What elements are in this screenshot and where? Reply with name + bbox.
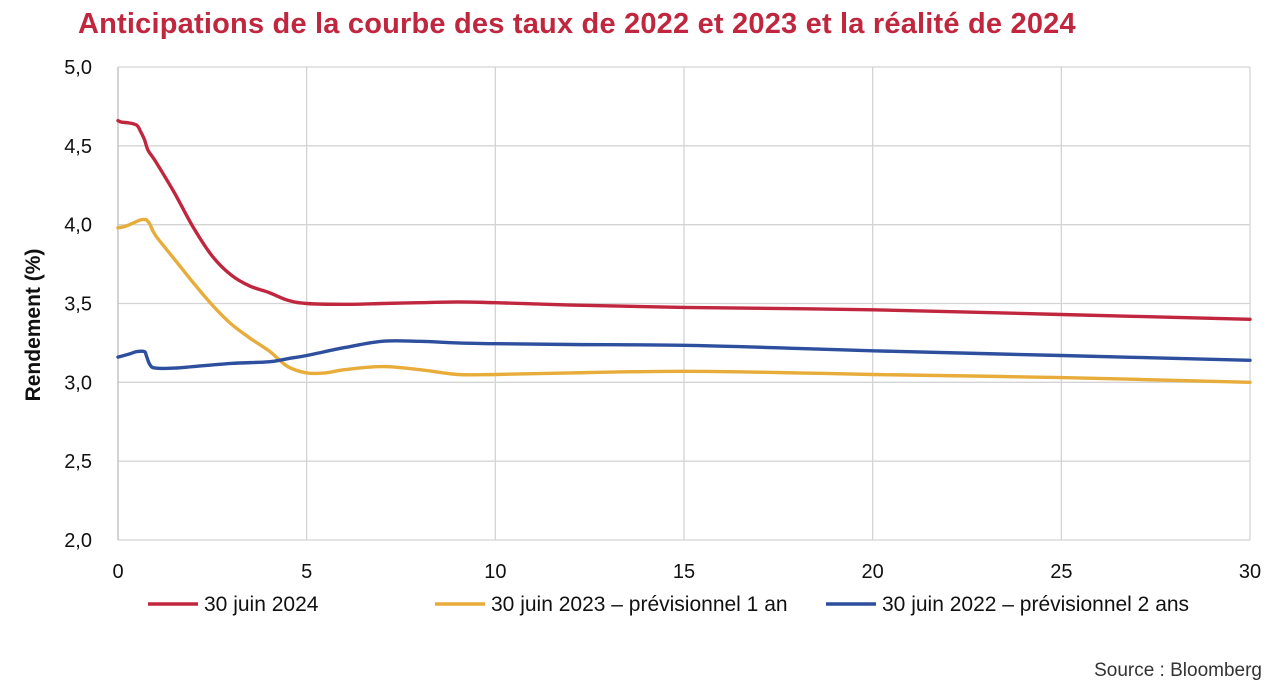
y-tick-label: 4,5 xyxy=(64,136,92,158)
y-tick-label: 4,0 xyxy=(64,215,92,237)
y-tick-label: 3,0 xyxy=(64,372,92,394)
source-note: Source : Bloomberg xyxy=(1094,660,1262,681)
y-tick-label: 3,5 xyxy=(64,294,92,316)
x-tick-label: 20 xyxy=(862,561,884,583)
legend-label: 30 juin 2022 – prévisionnel 2 ans xyxy=(882,593,1189,616)
legend-label: 30 juin 2024 xyxy=(204,593,319,616)
x-tick-label: 0 xyxy=(112,561,123,583)
chart-gridlines xyxy=(117,66,1251,541)
y-tick-label: 5,0 xyxy=(64,57,92,79)
chart-series-lines xyxy=(116,118,1252,384)
y-axis-tick-labels: 2,0 2,5 3,0 3,5 4,0 4,5 5,0 xyxy=(64,57,92,552)
y-axis-label: Rendement (%) xyxy=(22,249,45,402)
x-tick-label: 5 xyxy=(301,561,312,583)
x-tick-label: 30 xyxy=(1239,561,1261,583)
chart-legend: 30 juin 2024 30 juin 2023 – prévisionnel … xyxy=(148,593,1189,616)
series-line-2 xyxy=(116,339,1252,371)
y-tick-label: 2,5 xyxy=(64,451,92,473)
series-line-0 xyxy=(116,118,1252,321)
x-tick-label: 10 xyxy=(484,561,506,583)
legend-label: 30 juin 2023 – prévisionnel 1 an xyxy=(491,593,788,616)
series-line-1 xyxy=(116,217,1252,384)
x-axis-tick-labels: 0 5 10 15 20 25 30 xyxy=(112,561,1261,583)
line-chart: 2,0 2,5 3,0 3,5 4,0 4,5 5,0 0 5 10 15 20 25 30 Rende… xyxy=(22,57,1261,616)
chart-title: Anticipations de la courbe des taux de 2… xyxy=(78,8,1076,40)
x-tick-label: 25 xyxy=(1050,561,1072,583)
x-tick-label: 15 xyxy=(673,561,695,583)
y-tick-label: 2,0 xyxy=(64,530,92,552)
